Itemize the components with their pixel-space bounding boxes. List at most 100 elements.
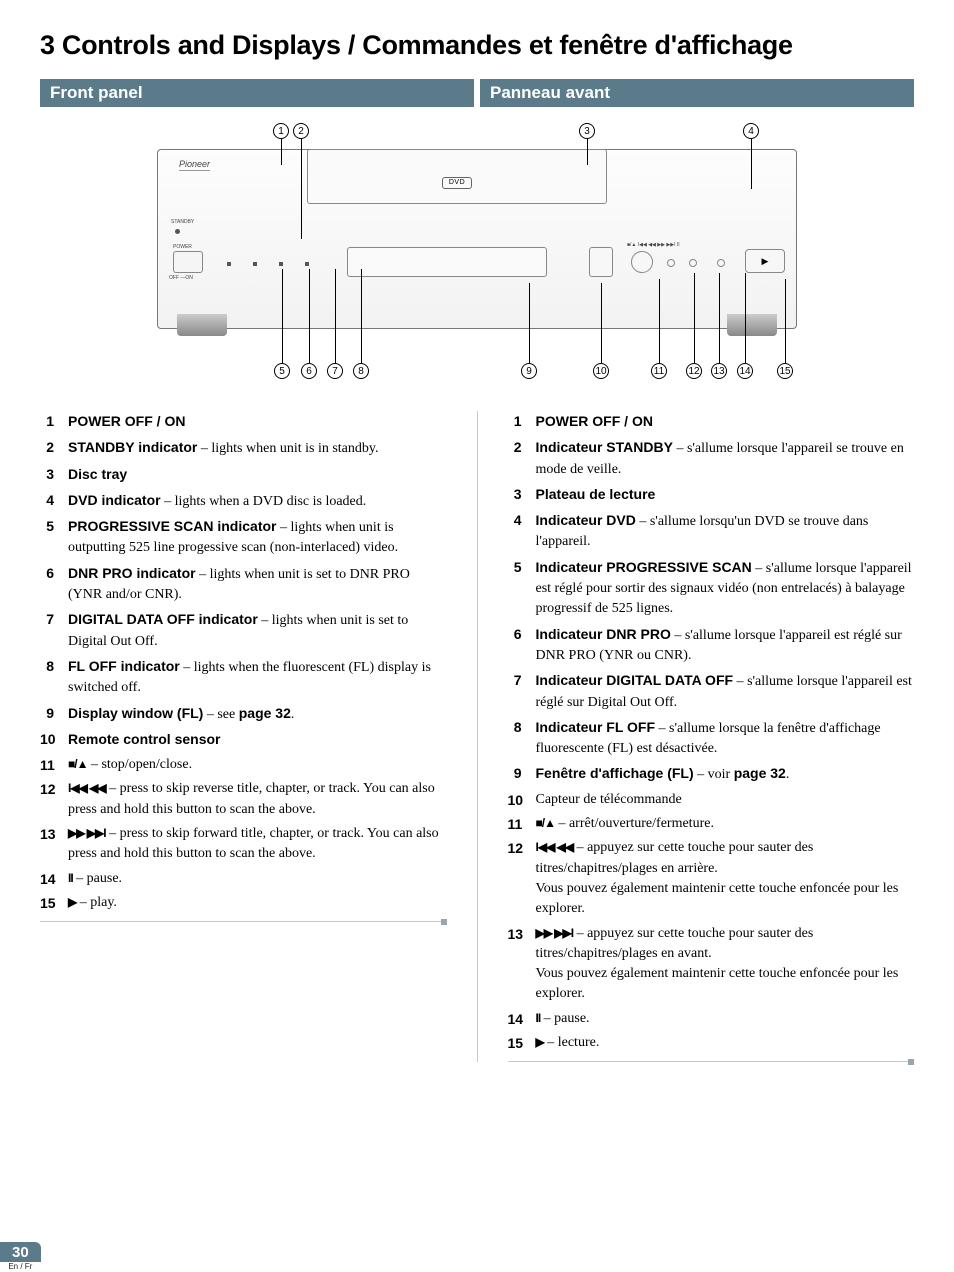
- item-number: 12: [508, 838, 536, 919]
- list-item: 15▶ – play.: [40, 893, 447, 913]
- list-item: 6DNR PRO indicator – lights when unit is…: [40, 563, 447, 606]
- item-number: 14: [40, 869, 68, 889]
- item-body: Capteur de télécommande: [536, 790, 915, 810]
- item-label: Disc tray: [68, 466, 127, 482]
- callout-lead: [301, 139, 302, 239]
- skip-back-button: [667, 259, 675, 267]
- item-label: PROGRESSIVE SCAN indicator: [68, 518, 276, 534]
- callout-9: 9: [521, 363, 537, 379]
- item-label: Indicateur PROGRESSIVE SCAN: [536, 559, 752, 575]
- list-item: 13▶▶ ▶▶I – press to skip forward title, …: [40, 824, 447, 865]
- callout-11: 11: [651, 363, 667, 379]
- column-en: 1POWER OFF / ON 2STANDBY indicator – ligh…: [40, 411, 447, 1062]
- callout-6: 6: [301, 363, 317, 379]
- item-number: 6: [40, 563, 68, 606]
- item-description: – lights when a DVD disc is loaded.: [161, 494, 367, 509]
- item-label: Indicateur FL OFF: [536, 719, 656, 735]
- unit-foot: [727, 314, 777, 336]
- item-label: DVD indicator: [68, 492, 161, 508]
- callout-lead: [361, 269, 362, 363]
- list-item: 10Remote control sensor: [40, 729, 447, 751]
- item-body: Remote control sensor: [68, 729, 447, 751]
- list-item: 4Indicateur DVD – s'allume lorsqu'un DVD…: [508, 510, 915, 553]
- list-item: 12I◀◀ ◀◀ – appuyez sur cette touche pour…: [508, 838, 915, 919]
- callout-10: 10: [593, 363, 609, 379]
- column-fr: 1POWER OFF / ON2Indicateur STANDBY – s'a…: [508, 411, 915, 1062]
- skip-fwd-button: [689, 259, 697, 267]
- indicator-dot: [227, 262, 231, 266]
- item-label: Remote control sensor: [68, 731, 220, 747]
- item-symbol: ▶: [536, 1035, 544, 1049]
- item-description: – pause.: [540, 1011, 589, 1026]
- item-number: 11: [40, 755, 68, 775]
- stop-open-button: [631, 251, 653, 273]
- item-body: Indicateur STANDBY – s'allume lorsque l'…: [536, 437, 915, 480]
- list-item: 13▶▶ ▶▶I – appuyez sur cette touche pour…: [508, 924, 915, 1005]
- section-end-rule: [508, 1061, 915, 1062]
- list-item: 5PROGRESSIVE SCAN indicator – lights whe…: [40, 516, 447, 559]
- item-description: – press to skip reverse title, chapter, …: [68, 781, 435, 816]
- item-number: 15: [508, 1033, 536, 1053]
- off-on-label: OFF —ON: [169, 275, 193, 281]
- item-body: PROGRESSIVE SCAN indicator – lights when…: [68, 516, 447, 559]
- page-number-badge: 30 En / Fr: [0, 1242, 41, 1272]
- item-body: Indicateur PROGRESSIVE SCAN – s'allume l…: [536, 557, 915, 620]
- item-suffix: .: [291, 707, 295, 722]
- front-panel-diagram: Pioneer DVD STANDBY POWER OFF —ON ■/▲ I◀…: [40, 119, 914, 389]
- column-divider: [477, 411, 478, 1062]
- item-body: Indicateur DIGITAL DATA OFF – s'allume l…: [536, 670, 915, 713]
- item-number: 10: [508, 790, 536, 810]
- item-body: STANDBY indicator – lights when unit is …: [68, 437, 447, 459]
- item-body: I◀◀ ◀◀ – press to skip reverse title, ch…: [68, 779, 447, 820]
- callout-12: 12: [686, 363, 702, 379]
- page-reference: page 32: [734, 765, 786, 781]
- item-description: – arrêt/ouverture/fermeture.: [555, 816, 714, 831]
- item-number: 7: [508, 670, 536, 713]
- list-item: 7DIGITAL DATA OFF indicator – lights whe…: [40, 609, 447, 652]
- item-number: 3: [508, 484, 536, 506]
- callout-14: 14: [737, 363, 753, 379]
- item-suffix: .: [786, 767, 790, 782]
- item-number: 2: [508, 437, 536, 480]
- item-label: POWER OFF / ON: [68, 413, 185, 429]
- item-label: STANDBY indicator: [68, 439, 197, 455]
- remote-sensor: [589, 247, 613, 277]
- list-item: 1POWER OFF / ON: [40, 411, 447, 433]
- callout-lead: [751, 139, 752, 189]
- list-item: 7Indicateur DIGITAL DATA OFF – s'allume …: [508, 670, 915, 713]
- item-label: Plateau de lecture: [536, 486, 656, 502]
- item-number: 2: [40, 437, 68, 459]
- callout-3: 3: [579, 123, 595, 139]
- item-description: – see: [203, 707, 238, 722]
- callout-5: 5: [274, 363, 290, 379]
- indicator-dot: [279, 262, 283, 266]
- item-symbol: ▶▶ ▶▶I: [68, 826, 106, 840]
- item-symbol: ▶: [68, 895, 76, 909]
- item-symbol: I◀◀ ◀◀: [68, 781, 106, 795]
- callout-lead: [694, 273, 695, 363]
- item-number: 14: [508, 1009, 536, 1029]
- item-description: – voir: [694, 767, 734, 782]
- callout-13: 13: [711, 363, 727, 379]
- unit-foot: [177, 314, 227, 336]
- page-reference: page 32: [239, 705, 291, 721]
- item-description: Capteur de télécommande: [536, 792, 682, 807]
- page-number: 30: [12, 1244, 29, 1261]
- header-fr: Panneau avant: [480, 79, 914, 107]
- list-item: 15▶ – lecture.: [508, 1033, 915, 1053]
- item-number: 4: [508, 510, 536, 553]
- callout-lead: [587, 139, 588, 165]
- callout-lead: [309, 269, 310, 363]
- brand-logo: Pioneer: [179, 159, 210, 171]
- item-number: 4: [40, 490, 68, 512]
- indicator-dot: [305, 262, 309, 266]
- callout-4: 4: [743, 123, 759, 139]
- item-description: – play.: [76, 895, 117, 910]
- item-body: ▶▶ ▶▶I – press to skip forward title, ch…: [68, 824, 447, 865]
- display-window: [347, 247, 547, 277]
- play-button: ▶: [745, 249, 785, 273]
- button-labels: ■/▲ I◀◀ ◀◀ ▶▶ ▶▶I II: [627, 242, 680, 248]
- callout-lead: [785, 279, 786, 363]
- list-item: 6Indicateur DNR PRO – s'allume lorsque l…: [508, 624, 915, 667]
- list-item: 4DVD indicator – lights when a DVD disc …: [40, 490, 447, 512]
